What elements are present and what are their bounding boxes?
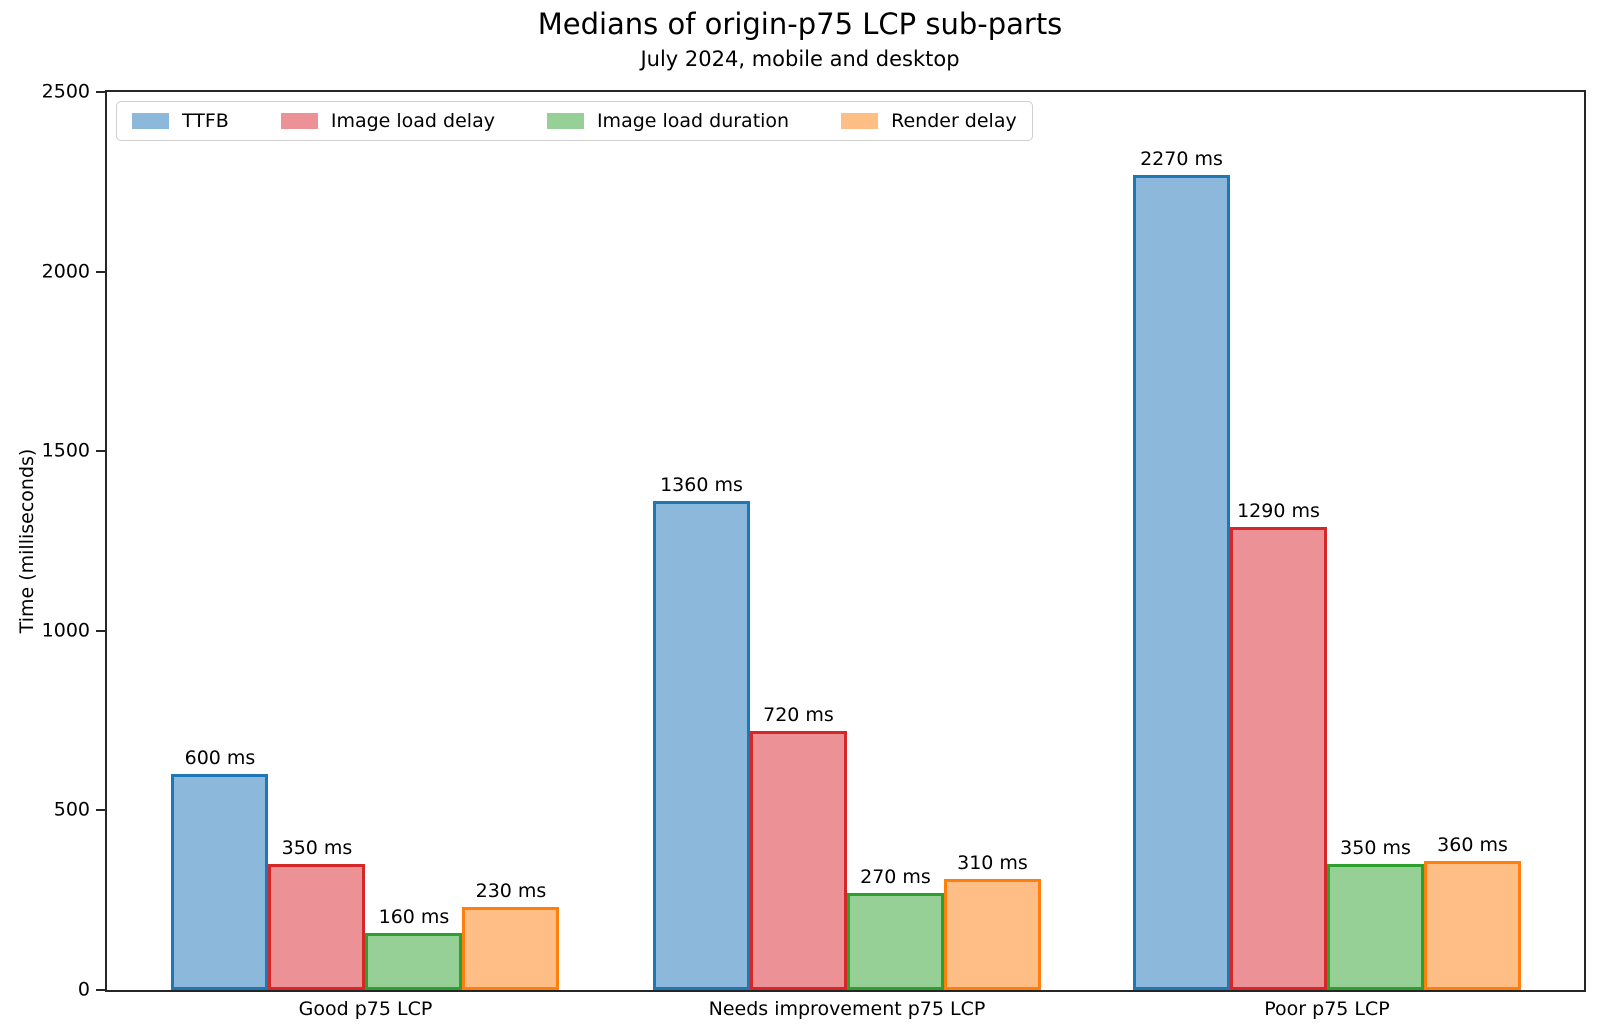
bar-value-label: 360 ms — [1437, 834, 1508, 857]
bar-value-label: 1290 ms — [1237, 500, 1320, 523]
bar — [462, 907, 560, 990]
bar-unit: 1360 ms — [652, 474, 750, 990]
bar — [652, 501, 750, 990]
bar — [1133, 175, 1230, 990]
bar-value-label: 310 ms — [957, 852, 1028, 875]
y-tick-mark — [96, 989, 105, 991]
x-tick-label: Good p75 LCP — [298, 998, 433, 1020]
bar-unit: 230 ms — [462, 880, 560, 990]
y-axis-label: Time (milliseconds) — [16, 448, 38, 634]
bar — [1327, 864, 1424, 990]
bar-value-label: 1360 ms — [660, 474, 743, 497]
bar — [943, 879, 1041, 990]
bar-unit: 720 ms — [749, 704, 847, 990]
y-tick-mark — [96, 809, 105, 812]
legend-label: TTFB — [182, 110, 229, 132]
legend-swatch-icon — [841, 113, 879, 129]
bar-value-label: 350 ms — [1340, 837, 1411, 860]
legend-item: Image load duration — [546, 110, 790, 132]
legend-swatch-icon — [280, 113, 318, 129]
bar-value-label: 350 ms — [281, 837, 353, 860]
legend-label: Image load duration — [596, 110, 790, 132]
bar-unit: 360 ms — [1424, 834, 1521, 990]
bar-group: 2270 ms 1290 ms 350 ms 360 ms — [1133, 148, 1521, 990]
bar-unit: 310 ms — [943, 852, 1041, 990]
bar — [171, 774, 269, 990]
legend-item: TTFB — [132, 110, 229, 132]
legend-label: Render delay — [891, 110, 1017, 132]
chart-title: Medians of origin-p75 LCP sub-parts — [537, 7, 1063, 41]
legend-swatch-icon — [132, 113, 169, 129]
bar-value-label: 270 ms — [860, 866, 931, 889]
bar-unit: 2270 ms — [1133, 148, 1230, 990]
legend-item: Render delay — [841, 110, 1017, 132]
bar-group: 600 ms 350 ms 160 ms 230 ms — [171, 747, 560, 990]
legend-swatch-icon — [546, 113, 584, 129]
y-tick-label: 500 — [53, 798, 90, 821]
y-tick-label: 2000 — [41, 260, 90, 283]
y-tick-mark — [96, 270, 105, 273]
bar-value-label: 2270 ms — [1140, 148, 1223, 171]
y-tick-mark — [96, 629, 105, 632]
y-tick-label: 0 — [77, 978, 90, 1001]
bar-value-label: 230 ms — [475, 880, 547, 903]
bar-value-label: 600 ms — [184, 747, 256, 770]
legend-item: Image load delay — [280, 110, 495, 132]
legend: TTFB Image load delay Image load duration R… — [116, 101, 1033, 141]
x-tick-label: Poor p75 LCP — [1264, 998, 1390, 1020]
bar — [749, 731, 847, 990]
bar — [1424, 861, 1521, 990]
bar — [268, 864, 366, 990]
chart-subtitle: July 2024, mobile and desktop — [640, 47, 960, 71]
y-tick-mark — [96, 450, 105, 453]
bar-group: 1360 ms 720 ms 270 ms 310 ms — [652, 474, 1041, 990]
legend-label: Image load delay — [330, 110, 495, 132]
y-tick-label: 1000 — [41, 619, 90, 642]
bar-unit: 160 ms — [365, 906, 463, 990]
bar-unit: 350 ms — [268, 837, 366, 990]
bar — [846, 893, 944, 990]
bar-unit: 350 ms — [1327, 837, 1424, 990]
bar-unit: 1290 ms — [1230, 500, 1327, 990]
y-tick-mark — [96, 91, 105, 93]
y-tick-label: 1500 — [41, 439, 90, 462]
bar-unit: 270 ms — [846, 866, 944, 990]
y-tick-label: 2500 — [41, 80, 90, 103]
x-tick-label: Needs improvement p75 LCP — [708, 998, 986, 1020]
bar-value-label: 720 ms — [763, 704, 834, 727]
bar-value-label: 160 ms — [378, 906, 450, 929]
bar — [1230, 527, 1327, 990]
bar — [365, 933, 463, 990]
plot-area: TTFB Image load delay Image load duration R… — [42, 82, 1586, 1020]
bar-unit: 600 ms — [171, 747, 269, 990]
